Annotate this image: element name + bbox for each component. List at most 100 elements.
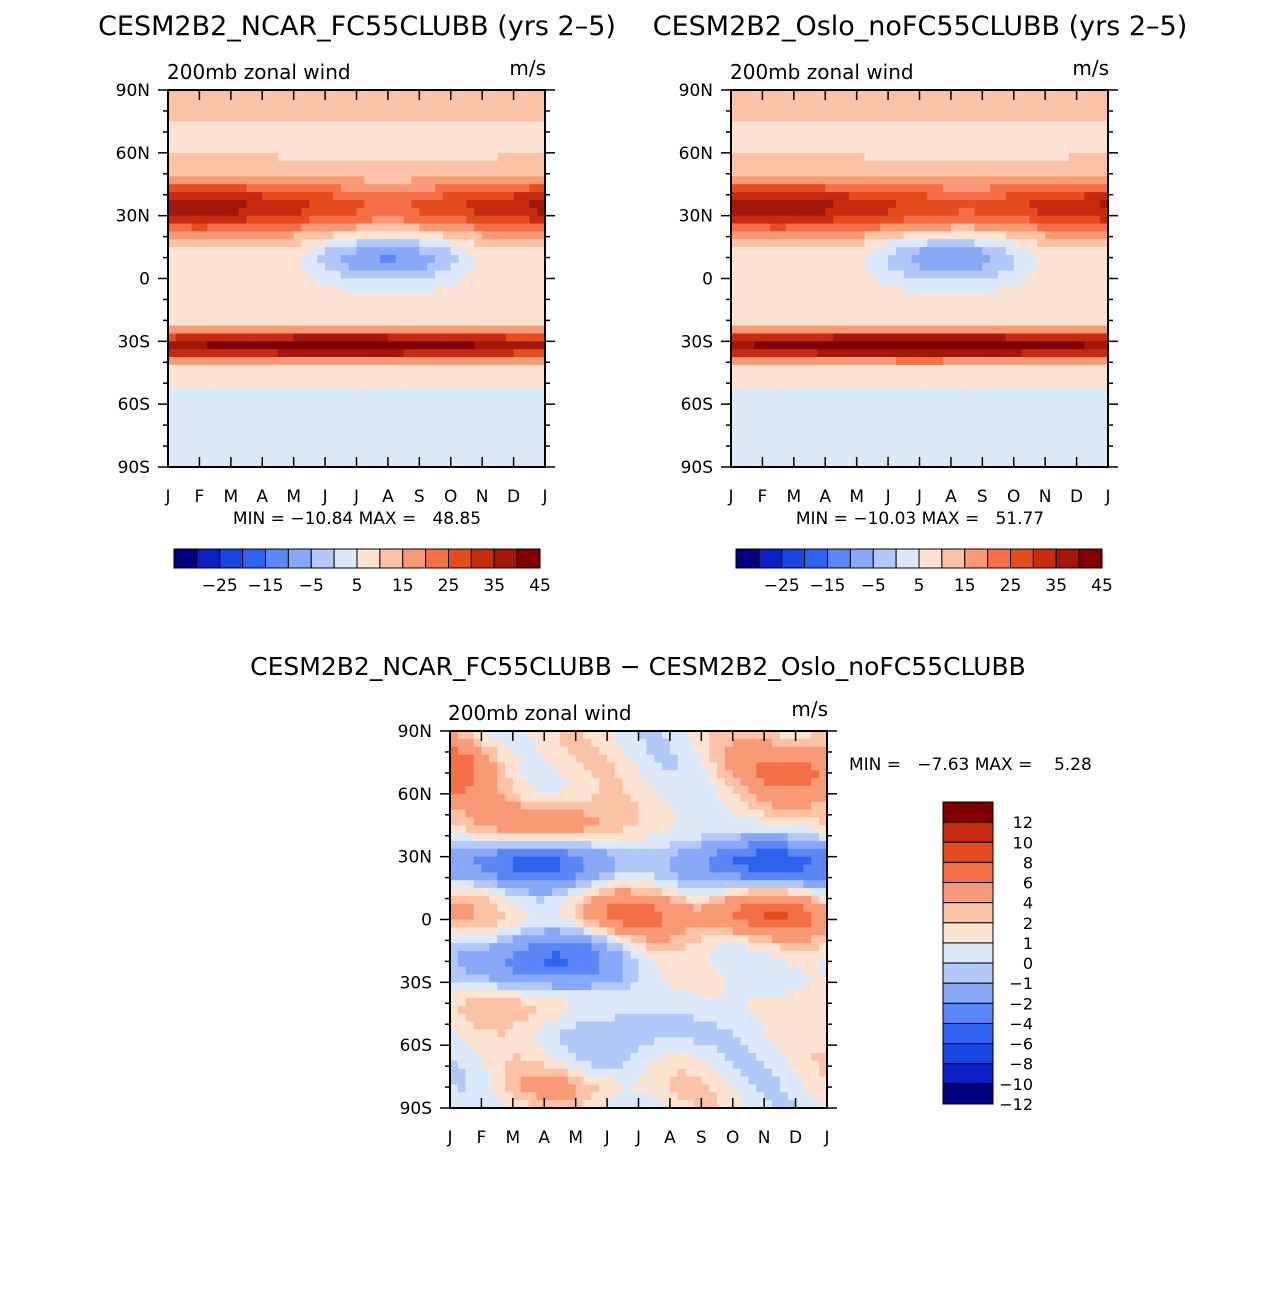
oslo-cell: [817, 231, 826, 240]
oslo-cell: [754, 144, 764, 154]
oslo-cell: [1013, 278, 1023, 287]
oslo-cell: [1053, 349, 1062, 358]
ncar-cell: [372, 459, 381, 468]
ncar-cell: [513, 349, 523, 358]
oslo-cell: [785, 215, 795, 225]
ncar-cell: [325, 207, 334, 217]
ncar-cell: [497, 207, 507, 217]
ncar-cell: [364, 239, 373, 248]
ncar-cell: [513, 97, 523, 107]
oslo-cell: [974, 199, 983, 209]
ncar-cell: [285, 184, 295, 193]
ncar-cell: [497, 427, 507, 437]
ncar-cell: [348, 137, 358, 146]
oslo-cell: [778, 372, 787, 382]
oslo-cell: [762, 270, 771, 280]
ncar-cell: [364, 309, 373, 319]
ncar-cell: [332, 419, 342, 429]
ncar-cell: [270, 302, 279, 311]
ncar-cell: [419, 199, 428, 209]
ncar-cell: [332, 341, 342, 350]
oslo-cell: [919, 105, 928, 115]
ncar-cell: [356, 294, 365, 303]
oslo-cell: [801, 254, 811, 264]
oslo-cell: [1076, 129, 1086, 138]
ncar-cell: [246, 404, 255, 413]
oslo-cell: [817, 278, 826, 287]
oslo-cell: [895, 97, 905, 107]
ncar-cell: [238, 294, 248, 303]
oslo-cell: [1029, 137, 1038, 146]
ncar-cell: [482, 129, 491, 138]
ncar-cell: [513, 231, 523, 240]
ncar-cell: [230, 270, 240, 280]
ncar-cell: [254, 278, 263, 287]
oslo-cell: [1100, 254, 1109, 264]
oslo-cell: [864, 152, 873, 162]
ncar-cell: [207, 270, 216, 280]
ncar-cell: [175, 427, 185, 437]
ncar-cell: [175, 396, 185, 405]
diff-cell: [536, 762, 545, 771]
oslo-cell: [731, 419, 740, 429]
ncar-cell: [340, 349, 350, 358]
oslo-cell: [801, 427, 811, 437]
diff-cell: [772, 731, 781, 740]
oslo-cell: [966, 357, 976, 366]
ncar-cell: [238, 357, 248, 366]
ncar-cell: [168, 435, 177, 445]
ncar-cell: [277, 302, 287, 311]
ncar-cell: [529, 459, 538, 468]
oslo-cell: [903, 404, 913, 413]
oslo-cell: [911, 90, 921, 99]
oslo-cell: [943, 223, 952, 232]
oslo-cell: [1053, 309, 1062, 319]
ncar-cell: [387, 309, 397, 319]
ncar-cell: [490, 372, 499, 382]
ncar-cell: [293, 215, 303, 225]
oslo-cell: [1092, 364, 1101, 374]
ncar-cell: [246, 325, 255, 335]
ncar-cell: [482, 294, 491, 303]
oslo-cell: [935, 349, 944, 358]
ncar-cell: [199, 317, 208, 327]
oslo-cell: [1053, 404, 1062, 413]
oslo-cell: [738, 341, 748, 350]
oslo-cell: [990, 459, 999, 468]
oslo-cell: [793, 278, 803, 287]
ncar-cell: [215, 372, 224, 382]
ncar-cell: [246, 152, 255, 162]
ncar-cell: [285, 239, 295, 248]
oslo-cell: [770, 309, 779, 319]
oslo-cell: [990, 90, 999, 99]
ncar-cell: [474, 325, 483, 335]
oslo-cell: [1005, 262, 1015, 272]
oslo-y-tick-label: 60S: [681, 395, 713, 415]
oslo-cell: [903, 168, 913, 177]
oslo-cell: [1045, 278, 1054, 287]
diff-cell: [717, 731, 726, 740]
oslo-cell: [1045, 270, 1054, 280]
oslo-cell: [1037, 199, 1046, 209]
oslo-cell: [1005, 380, 1015, 390]
oslo-cell: [998, 372, 1007, 382]
ncar-cell: [301, 459, 310, 468]
oslo-cell: [990, 247, 999, 256]
ncar-cell: [246, 294, 255, 303]
diff-cell: [528, 762, 537, 771]
ncar-cell: [505, 333, 515, 342]
oslo-cell: [935, 199, 944, 209]
ncar-cell: [450, 160, 460, 170]
ncar-cell: [293, 309, 303, 319]
oslo-cell: [825, 372, 834, 382]
ncar-cell: [199, 247, 208, 256]
ncar-y-tick-label: 90S: [118, 458, 150, 478]
oslo-cell: [1084, 435, 1093, 445]
ncar-cell: [435, 247, 444, 256]
oslo-cell: [746, 215, 756, 225]
diff-cell: [740, 731, 750, 740]
ncar-cell: [490, 105, 499, 115]
oslo-cell: [982, 459, 991, 468]
ncar-cell: [403, 380, 413, 390]
ncar-cell: [222, 380, 232, 390]
